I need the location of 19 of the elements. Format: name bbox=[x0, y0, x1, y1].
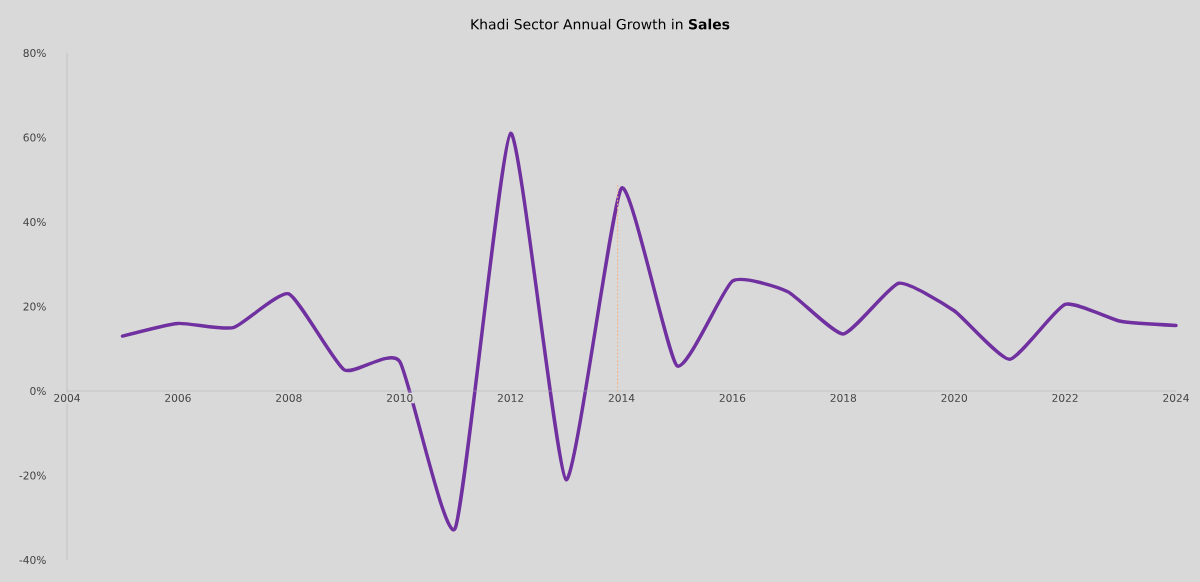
y-tick-label: -40% bbox=[19, 555, 46, 565]
y-tick-label: 0% bbox=[30, 386, 46, 396]
y-tick-label: 60% bbox=[23, 133, 46, 142]
x-tick-label: 2016 bbox=[719, 393, 746, 402]
x-tick-label: 2010 bbox=[386, 393, 413, 402]
y-tick-label: 80% bbox=[23, 49, 46, 58]
chart-title: Khadi Sector Annual Growth in Sales bbox=[471, 18, 730, 30]
y-tick-label: 40% bbox=[23, 217, 46, 227]
x-tick-label: 2018 bbox=[830, 393, 857, 402]
x-tick-label: 2014 bbox=[608, 393, 635, 402]
x-tick-label: 2006 bbox=[165, 393, 191, 402]
x-tick-label: 2012 bbox=[497, 393, 524, 402]
y-tick-label: 20% bbox=[23, 302, 46, 311]
x-tick-label: 2004 bbox=[54, 393, 80, 402]
x-tick-label: 2008 bbox=[276, 393, 302, 402]
x-tick-label: 2022 bbox=[1052, 393, 1078, 402]
y-tick-label: -20% bbox=[19, 471, 46, 480]
x-tick-label: 2020 bbox=[941, 393, 968, 402]
x-tick-label: 2024 bbox=[1163, 393, 1189, 402]
